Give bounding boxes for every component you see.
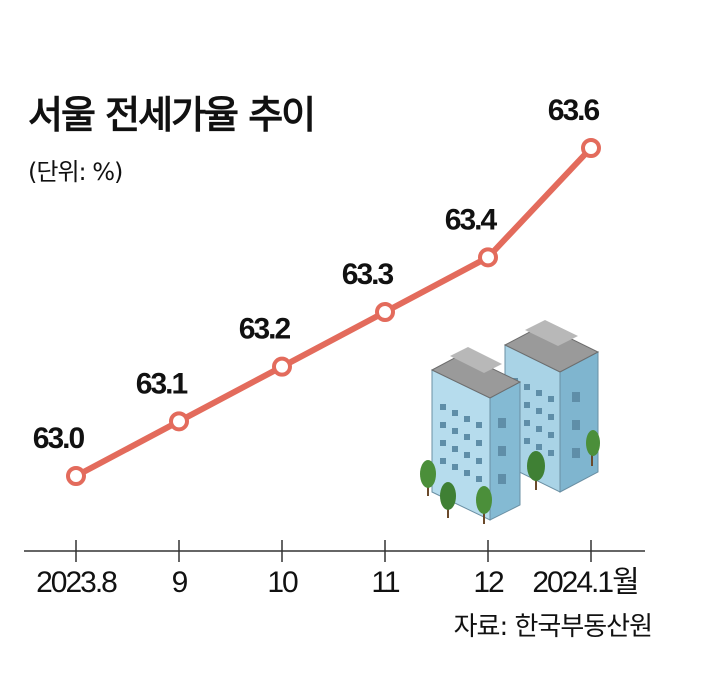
x-tick-label: 12 (473, 566, 504, 599)
data-point (375, 302, 395, 322)
data-point (66, 466, 86, 486)
data-point (478, 247, 498, 268)
x-tick-label: 11 (371, 566, 399, 599)
data-labels: 63.0 63.1 63.2 63.3 63.4 63.6 (33, 94, 602, 455)
data-label: 63.4 (445, 203, 498, 236)
x-tick-label: 10 (267, 566, 298, 599)
source-note: 자료: 한국부동산원 (453, 612, 653, 642)
data-point (581, 138, 601, 158)
chart-title: 서울 전세가율 추이 (28, 93, 316, 137)
data-label: 63.2 (239, 313, 291, 346)
data-label: 63.1 (136, 367, 188, 400)
data-label: 63.3 (342, 258, 394, 291)
data-label: 63.0 (33, 422, 85, 455)
data-points (66, 138, 601, 486)
trees (420, 430, 600, 524)
data-point (169, 411, 189, 432)
data-point (272, 356, 292, 377)
x-tick-label: 2024.1월 (532, 566, 637, 599)
x-axis-ticks (75, 540, 592, 562)
data-label: 63.6 (548, 94, 600, 127)
unit-note: (단위: %) (28, 158, 123, 186)
x-axis-tick-labels: 2023.8 9 10 11 12 2024.1월 (36, 566, 640, 599)
x-tick-label: 2023.8 (36, 566, 117, 599)
series-line (73, 145, 594, 479)
apartment-illustration (420, 320, 600, 524)
x-tick-label: 9 (172, 566, 188, 599)
